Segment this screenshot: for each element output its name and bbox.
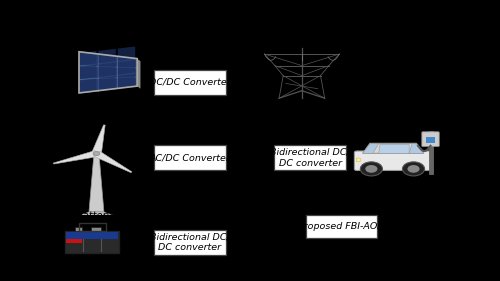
FancyBboxPatch shape	[154, 145, 226, 170]
Text: AC/DC Converter: AC/DC Converter	[150, 153, 230, 162]
Circle shape	[402, 162, 424, 176]
Polygon shape	[89, 154, 104, 212]
Polygon shape	[118, 60, 135, 75]
Polygon shape	[409, 144, 424, 153]
Circle shape	[93, 151, 100, 156]
Text: Bidirectional DC/
DC converter: Bidirectional DC/ DC converter	[270, 148, 350, 168]
Polygon shape	[92, 125, 105, 154]
Circle shape	[408, 165, 420, 173]
Circle shape	[360, 162, 382, 176]
Polygon shape	[137, 59, 140, 89]
Bar	[66, 232, 118, 239]
FancyBboxPatch shape	[274, 145, 346, 170]
Polygon shape	[378, 144, 409, 153]
Text: DC bus: DC bus	[232, 15, 272, 25]
Bar	[75, 227, 82, 231]
Polygon shape	[80, 212, 113, 215]
FancyBboxPatch shape	[354, 151, 432, 171]
Bar	[66, 239, 82, 243]
FancyBboxPatch shape	[154, 230, 226, 255]
Polygon shape	[79, 65, 96, 79]
Bar	[91, 227, 101, 231]
Polygon shape	[118, 74, 135, 89]
Circle shape	[366, 165, 378, 173]
Bar	[66, 231, 120, 253]
FancyBboxPatch shape	[154, 70, 226, 95]
Polygon shape	[118, 46, 135, 61]
Text: DC/DC Converter: DC/DC Converter	[149, 78, 230, 87]
Text: Bidirectional DC/
DC converter: Bidirectional DC/ DC converter	[150, 232, 230, 252]
Polygon shape	[98, 49, 116, 63]
Polygon shape	[98, 62, 116, 77]
Polygon shape	[79, 78, 96, 93]
Polygon shape	[98, 76, 116, 91]
Text: WT: WT	[86, 118, 103, 128]
Bar	[426, 137, 434, 143]
FancyBboxPatch shape	[356, 158, 360, 162]
FancyBboxPatch shape	[306, 215, 376, 237]
Polygon shape	[79, 52, 137, 93]
Text: Battery: Battery	[76, 211, 112, 221]
Polygon shape	[54, 151, 98, 164]
Text: Proposed FBI-AOA: Proposed FBI-AOA	[298, 222, 384, 231]
Polygon shape	[362, 144, 378, 153]
Polygon shape	[79, 51, 96, 65]
FancyBboxPatch shape	[422, 132, 439, 147]
Polygon shape	[93, 151, 132, 173]
Polygon shape	[362, 143, 424, 153]
